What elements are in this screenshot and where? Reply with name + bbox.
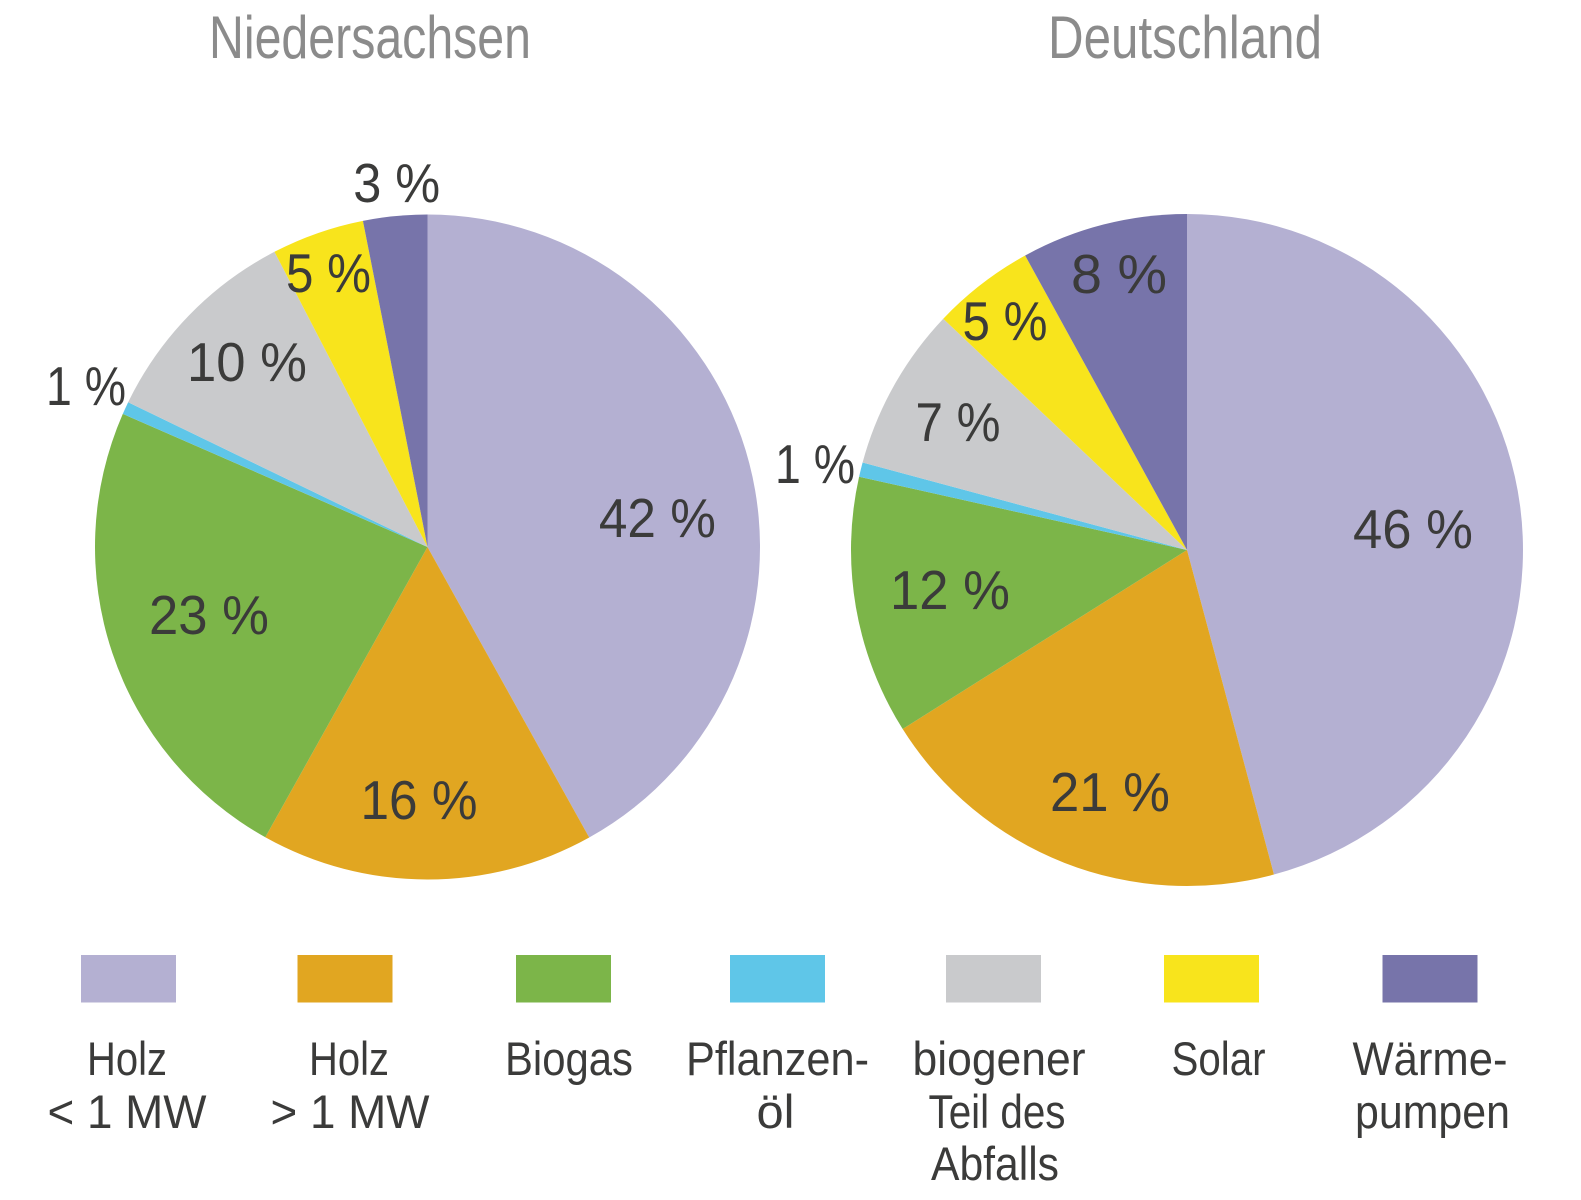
svg-text:8 %: 8 % xyxy=(1071,243,1167,305)
svg-text:< 1 MW: < 1 MW xyxy=(48,1085,208,1138)
svg-text:öl: öl xyxy=(757,1085,795,1138)
svg-text:7 %: 7 % xyxy=(916,391,1001,453)
svg-text:Abfalls: Abfalls xyxy=(931,1137,1059,1190)
svg-text:10 %: 10 % xyxy=(187,331,307,393)
svg-text:Deutschland: Deutschland xyxy=(1048,4,1322,71)
svg-text:Pflanzen-: Pflanzen- xyxy=(686,1032,869,1085)
svg-text:5 %: 5 % xyxy=(286,242,371,304)
svg-text:Wärme-: Wärme- xyxy=(1353,1032,1508,1085)
svg-text:1 %: 1 % xyxy=(46,355,126,417)
svg-text:12 %: 12 % xyxy=(890,559,1010,621)
svg-text:5 %: 5 % xyxy=(963,290,1048,352)
svg-text:Niedersachsen: Niedersachsen xyxy=(209,4,531,71)
svg-text:46 %: 46 % xyxy=(1353,498,1473,560)
svg-text:16 %: 16 % xyxy=(361,769,478,831)
svg-text:23 %: 23 % xyxy=(149,584,269,646)
svg-text:Solar: Solar xyxy=(1172,1032,1266,1085)
svg-text:Biogas: Biogas xyxy=(505,1032,633,1085)
svg-text:1 %: 1 % xyxy=(775,433,855,495)
svg-text:21 %: 21 % xyxy=(1050,761,1170,823)
svg-text:Holz: Holz xyxy=(309,1032,389,1085)
svg-text:Holz: Holz xyxy=(87,1032,167,1085)
svg-text:pumpen: pumpen xyxy=(1355,1085,1510,1138)
svg-text:42 %: 42 % xyxy=(599,487,716,549)
svg-text:3 %: 3 % xyxy=(353,152,440,214)
svg-text:Teil des: Teil des xyxy=(929,1085,1066,1138)
svg-text:biogener: biogener xyxy=(913,1032,1086,1085)
svg-text:> 1 MW: > 1 MW xyxy=(271,1085,431,1138)
